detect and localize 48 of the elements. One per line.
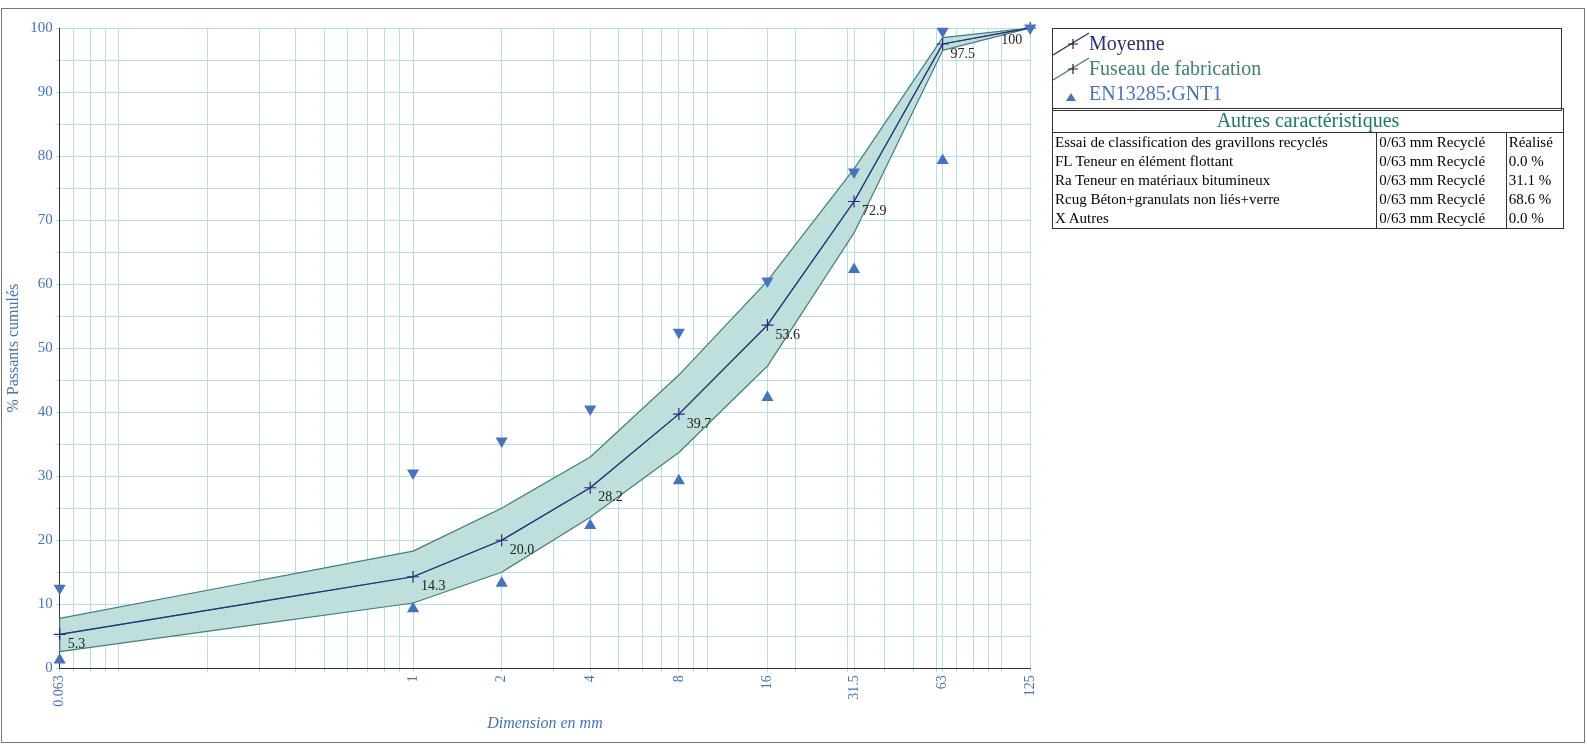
x-tick-label: 16 (759, 675, 775, 690)
text: 0.0 % (1506, 209, 1563, 228)
y-tick-label: 30 (37, 467, 53, 484)
y-tick-label: 80 (37, 147, 53, 163)
text: Réalisé (1506, 133, 1563, 152)
text: 0/63 mm Recyclé (1376, 209, 1507, 228)
y-tick-label: 50 (37, 339, 53, 356)
data-label: 100 (1001, 31, 1023, 47)
y-tick-label: 10 (37, 595, 53, 612)
text: 0/63 mm Recyclé (1376, 133, 1507, 152)
x-tick-label: 0.063 (51, 675, 67, 707)
y-axis-title: % Passants cumulés (3, 283, 21, 413)
x-axis-title: Dimension en mm (486, 713, 603, 731)
data-label: 5.3 (67, 636, 86, 652)
text: 0.0 % (1506, 152, 1563, 171)
data-label: 20.0 (509, 541, 535, 557)
y-tick-label: 90 (37, 82, 53, 99)
text: FL Teneur en élément flottant (1054, 152, 1235, 171)
text: Rcug Béton+granulats non liés+verre (1054, 190, 1281, 209)
text: 0/63 mm Recyclé (1376, 152, 1507, 171)
text: Essai de classification des gravillons recyclés (1054, 133, 1329, 152)
y-tick-label: 40 (37, 403, 53, 420)
data-label: 97.5 (950, 45, 976, 61)
x-tick-label: 8 (670, 675, 686, 683)
legend-label: EN13285:GNT1 (1089, 82, 1223, 105)
text: Autres caractéristiques (1053, 109, 1563, 133)
y-tick-label: 0 (45, 659, 53, 676)
x-tick-label: 125 (1021, 675, 1037, 697)
text: X Autres (1054, 209, 1110, 228)
data-label: 39.7 (686, 415, 712, 431)
x-tick-label: 4 (581, 675, 597, 683)
legend-label: Moyenne (1089, 32, 1165, 55)
text: 0/63 mm Recyclé (1376, 171, 1507, 190)
y-tick-label: 20 (37, 531, 53, 548)
text: 0/63 mm Recyclé (1376, 190, 1507, 209)
legend-label: Fuseau de fabrication (1089, 57, 1262, 80)
y-tick-label: 60 (37, 275, 53, 292)
data-label: 14.3 (421, 578, 446, 594)
y-tick-label: 100 (30, 18, 53, 35)
y-tick-label: 70 (37, 211, 53, 228)
data-label: 53.6 (775, 326, 800, 342)
x-tick-label: 31.5 (845, 675, 861, 700)
x-tick-label: 2 (493, 675, 509, 683)
text: 68.6 % (1506, 190, 1563, 209)
text: Ra Teneur en matériaux bitumineux (1054, 171, 1272, 190)
text: 31.1 % (1506, 171, 1563, 190)
x-tick-label: 1 (404, 675, 420, 683)
x-tick-label: 63 (934, 675, 950, 690)
